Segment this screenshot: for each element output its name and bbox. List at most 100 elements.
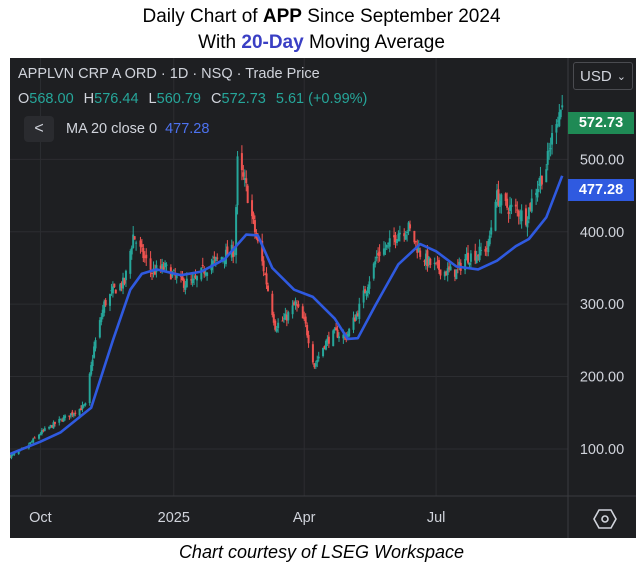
candle-body [526,220,529,228]
candle-body [265,273,268,285]
candle-body [414,241,417,243]
candle-body [549,148,552,150]
candle-body [37,434,40,439]
candle-body [243,177,246,181]
chevron-down-icon: ⌄ [616,71,626,83]
candle-body [497,189,500,206]
candle-body [62,417,65,422]
candle-body [484,249,487,252]
candle-body [223,260,226,262]
candle-body [394,235,397,243]
candle-body [539,176,542,186]
candle-body [520,210,523,222]
chart-panel[interactable]: 100.00 200.00 300.00 400.00 500.00 Oct 2025 Ap… [10,58,636,538]
candle-body [445,271,448,276]
candle-body [545,169,548,183]
candle-body [109,294,112,306]
candle-body [252,213,255,220]
candle-body [145,254,148,259]
candle-body [397,233,400,242]
candle-body [282,318,285,320]
candle-body [417,247,420,253]
candle-body [332,330,335,347]
candle-body [495,190,498,200]
candle-body [140,244,143,248]
candle-body [465,254,468,261]
currency-selector[interactable]: USD ⌄ [573,62,633,90]
candle-body [507,211,510,214]
instrument-header: APPLVN CRP A ORD · 1D · NSQ · Trade Pric… [18,66,320,82]
settings-hexagon-icon[interactable] [593,508,617,530]
candle-body [427,257,430,265]
candle-body [80,408,83,411]
candle-body [274,320,277,330]
candle-body [304,316,307,324]
candle-body [398,232,401,235]
candle-body [404,234,407,240]
candle-body [153,270,156,275]
candle-body [362,290,365,303]
candle-body [346,333,349,338]
candle-body [388,238,391,247]
candle-body [387,242,390,245]
ohlc-readout: O568.00 H576.44 L560.79 C572.73 5.61 (+0… [18,91,373,107]
chevron-left-icon[interactable]: < [24,116,54,142]
candle-body [527,207,530,220]
candle-body [253,220,256,233]
candle-body [211,260,214,266]
candle-body [353,317,356,322]
open-value: 568.00 [29,91,74,107]
candle-body [88,373,91,404]
candle-body [172,270,175,272]
candle-body [181,275,184,281]
candle-body [185,278,188,288]
candle-body [272,314,275,323]
candle-body [474,250,477,261]
candle-body [58,418,61,423]
candle-body [477,254,480,257]
candle-body [48,427,51,429]
candle-body [122,277,125,289]
candle-body [193,278,196,280]
candle-body [485,247,488,249]
candle-body [409,224,412,229]
candle-body [51,425,54,428]
candle-body [368,281,371,289]
candle-body [49,425,52,427]
candle-body [81,405,84,409]
candle-body [72,413,75,416]
candle-body [264,273,267,275]
candle-body [240,153,243,171]
candle-body [216,257,219,259]
candle-body [90,365,93,375]
candle-body [220,257,223,262]
candle-body [98,320,101,338]
candle-body [324,340,327,350]
candle-body [245,178,248,184]
candle-body [275,328,278,332]
candle-body [516,209,519,211]
candle-body [246,185,249,204]
candle-body [393,235,396,238]
candle-body [551,133,554,145]
candle-body [306,324,309,336]
candle-body [149,258,152,270]
high-value: 576.44 [94,91,139,107]
candle-body [43,428,46,431]
candle-body [494,201,497,231]
candle-body [123,278,126,284]
candle-body [203,269,206,274]
candle-body [151,272,154,274]
ma-legend: < MA 20 close 0 477.28 [24,116,209,146]
ma-price-tag: 477.28 [568,179,634,201]
candle-body [235,207,238,256]
close-label: C [211,91,222,107]
candle-body [374,261,377,265]
low-label: L [148,91,157,107]
x-tick-label: Jul [427,510,446,526]
candle-body [558,112,561,127]
x-tick-label: 2025 [158,510,190,526]
candle-body [540,175,543,185]
close-value: 572.73 [221,91,266,107]
candle-body [293,302,296,306]
